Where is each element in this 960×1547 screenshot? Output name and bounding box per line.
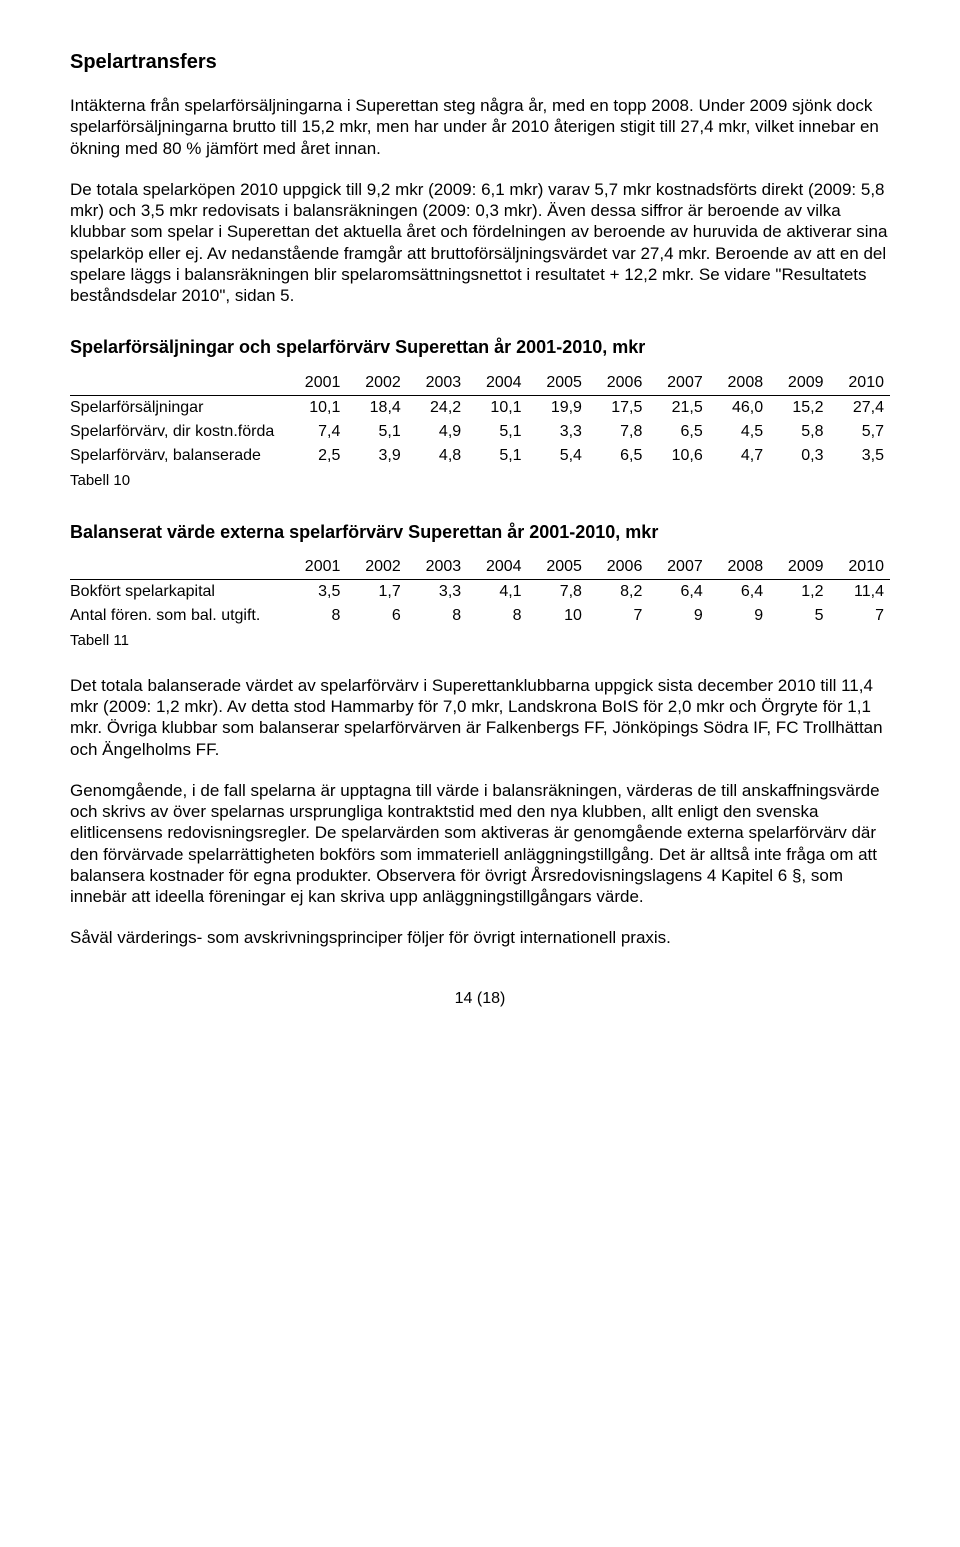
table-cell: 6,5 <box>588 444 648 468</box>
table-col-header: 2004 <box>467 371 527 396</box>
table-cell: 11,4 <box>830 580 890 605</box>
table-cell: 4,1 <box>467 580 527 605</box>
table-row-label: Spelarförvärv, balanserade <box>70 444 286 468</box>
paragraph-2: De totala spelarköpen 2010 uppgick till … <box>70 179 890 307</box>
table-1: 2001200220032004200520062007200820092010… <box>70 371 890 468</box>
table-cell: 5,8 <box>769 420 829 444</box>
table-cell: 1,7 <box>346 580 406 605</box>
table-cell: 8 <box>467 604 527 628</box>
table-cell: 8,2 <box>588 580 648 605</box>
table-cell: 7 <box>830 604 890 628</box>
table-col-header: 2007 <box>648 371 708 396</box>
table-cell: 15,2 <box>769 395 829 420</box>
page-title: Spelartransfers <box>70 50 890 75</box>
table-cell: 5,1 <box>346 420 406 444</box>
table-col-header: 2006 <box>588 555 648 580</box>
paragraph-1: Intäkterna från spelarförsäljningarna i … <box>70 95 890 159</box>
table2-caption: Tabell 11 <box>70 632 890 651</box>
page-footer: 14 (18) <box>70 989 890 1009</box>
table-col-header: 2008 <box>709 371 769 396</box>
table-row: Antal fören. som bal. utgift.86881079957 <box>70 604 890 628</box>
table-cell: 4,8 <box>407 444 467 468</box>
table-col-header: 2010 <box>830 371 890 396</box>
paragraph-4: Genomgående, i de fall spelarna är uppta… <box>70 780 890 908</box>
table-col-header: 2010 <box>830 555 890 580</box>
table-row: Spelarförvärv, dir kostn.förda7,45,14,95… <box>70 420 890 444</box>
table-cell: 6,5 <box>648 420 708 444</box>
table-col-header: 2005 <box>528 371 588 396</box>
table-col-header: 2008 <box>709 555 769 580</box>
table-cell: 5,1 <box>467 420 527 444</box>
table-col-header: 2007 <box>648 555 708 580</box>
table-cell: 21,5 <box>648 395 708 420</box>
table-row-label: Spelarförsäljningar <box>70 395 286 420</box>
table-col-header: 2003 <box>407 371 467 396</box>
table-row-label: Bokfört spelarkapital <box>70 580 286 605</box>
table-col-header: 2002 <box>346 371 406 396</box>
table-cell: 8 <box>407 604 467 628</box>
table-cell: 7,4 <box>286 420 346 444</box>
table-cell: 46,0 <box>709 395 769 420</box>
table-row: Spelarförsäljningar10,118,424,210,119,91… <box>70 395 890 420</box>
table-cell: 2,5 <box>286 444 346 468</box>
table1-title: Spelarförsäljningar och spelarförvärv Su… <box>70 336 890 359</box>
table-cell: 10 <box>528 604 588 628</box>
table-cell: 6,4 <box>648 580 708 605</box>
table-cell: 18,4 <box>346 395 406 420</box>
table-cell: 0,3 <box>769 444 829 468</box>
table-row-label: Spelarförvärv, dir kostn.förda <box>70 420 286 444</box>
table-cell: 4,9 <box>407 420 467 444</box>
table-col-header: 2006 <box>588 371 648 396</box>
table-cell: 19,9 <box>528 395 588 420</box>
table-row-label: Antal fören. som bal. utgift. <box>70 604 286 628</box>
table2-title: Balanserat värde externa spelarförvärv S… <box>70 521 890 544</box>
table-cell: 9 <box>648 604 708 628</box>
table-cell: 7,8 <box>528 580 588 605</box>
table-cell: 5,1 <box>467 444 527 468</box>
table-cell: 3,3 <box>528 420 588 444</box>
table-cell: 10,1 <box>286 395 346 420</box>
table-col-header: 2001 <box>286 371 346 396</box>
table-col-header: 2005 <box>528 555 588 580</box>
table-col-blank <box>70 371 286 396</box>
table-cell: 10,6 <box>648 444 708 468</box>
table-cell: 6 <box>346 604 406 628</box>
table-cell: 9 <box>709 604 769 628</box>
table-cell: 5,7 <box>830 420 890 444</box>
table-col-blank <box>70 555 286 580</box>
table-cell: 17,5 <box>588 395 648 420</box>
table-cell: 4,5 <box>709 420 769 444</box>
table1-caption: Tabell 10 <box>70 472 890 491</box>
paragraph-3: Det totala balanserade värdet av spelarf… <box>70 675 890 760</box>
table-2: 2001200220032004200520062007200820092010… <box>70 555 890 628</box>
table-cell: 3,3 <box>407 580 467 605</box>
table-cell: 10,1 <box>467 395 527 420</box>
table-cell: 1,2 <box>769 580 829 605</box>
table-col-header: 2003 <box>407 555 467 580</box>
table-cell: 3,9 <box>346 444 406 468</box>
table-cell: 7 <box>588 604 648 628</box>
table-cell: 4,7 <box>709 444 769 468</box>
table-cell: 7,8 <box>588 420 648 444</box>
table-col-header: 2001 <box>286 555 346 580</box>
table-cell: 24,2 <box>407 395 467 420</box>
table-cell: 3,5 <box>286 580 346 605</box>
table-col-header: 2009 <box>769 555 829 580</box>
table-cell: 6,4 <box>709 580 769 605</box>
table-row: Spelarförvärv, balanserade2,53,94,85,15,… <box>70 444 890 468</box>
table-col-header: 2004 <box>467 555 527 580</box>
table-cell: 5 <box>769 604 829 628</box>
table-col-header: 2002 <box>346 555 406 580</box>
table-col-header: 2009 <box>769 371 829 396</box>
table-cell: 27,4 <box>830 395 890 420</box>
table-cell: 8 <box>286 604 346 628</box>
table-cell: 3,5 <box>830 444 890 468</box>
table-cell: 5,4 <box>528 444 588 468</box>
table-row: Bokfört spelarkapital3,51,73,34,17,88,26… <box>70 580 890 605</box>
paragraph-5: Såväl värderings- som avskrivningsprinci… <box>70 927 890 948</box>
